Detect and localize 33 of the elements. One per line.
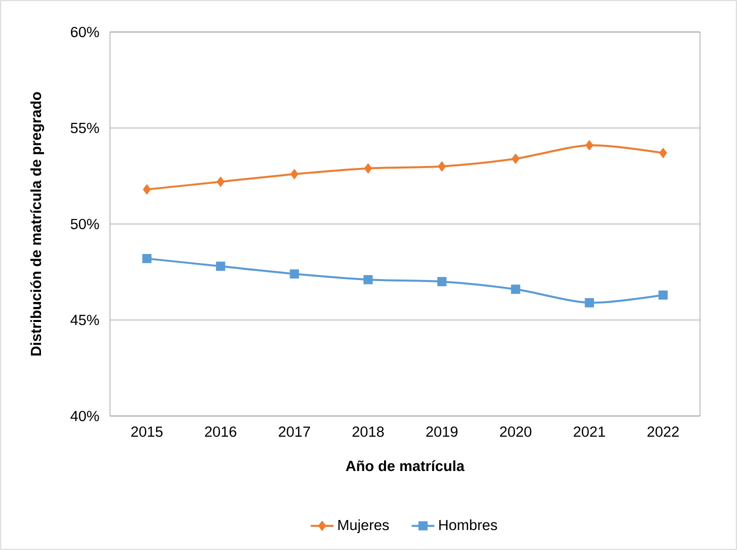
point xyxy=(216,262,226,271)
point xyxy=(437,276,446,286)
point xyxy=(512,154,520,164)
point xyxy=(290,168,298,180)
point xyxy=(584,298,594,308)
point xyxy=(659,148,668,158)
y-tick-label: 55% xyxy=(70,122,99,134)
y-tick-label: 45% xyxy=(70,314,99,326)
legend-label: Hombres xyxy=(439,519,498,530)
x-tick-label: 2015 xyxy=(131,426,163,437)
point xyxy=(658,290,668,300)
x-tick-label: 2022 xyxy=(648,426,679,437)
y-axis-title: Distribución de matrícula de pregrado xyxy=(30,92,44,356)
y-tick-label: 40% xyxy=(70,410,99,422)
point xyxy=(364,275,373,284)
point xyxy=(290,269,299,279)
point xyxy=(438,161,446,172)
point xyxy=(142,254,152,264)
point xyxy=(585,140,594,150)
x-axis-title: Año de matrícula xyxy=(346,460,465,472)
x-tick-label: 2017 xyxy=(278,426,310,437)
point xyxy=(216,176,225,187)
y-tick-label: 50% xyxy=(70,218,99,230)
y-tick-label: 60% xyxy=(70,26,99,38)
x-tick-label: 2021 xyxy=(574,426,605,437)
x-tick-label: 2016 xyxy=(205,426,236,437)
x-tick-label: 2020 xyxy=(500,426,532,437)
legend-label: Mujeres xyxy=(338,519,389,534)
point xyxy=(142,184,151,195)
x-tick-label: 2018 xyxy=(352,426,384,437)
x-tick-label: 2019 xyxy=(426,426,458,437)
point xyxy=(511,284,520,294)
point xyxy=(364,163,372,174)
